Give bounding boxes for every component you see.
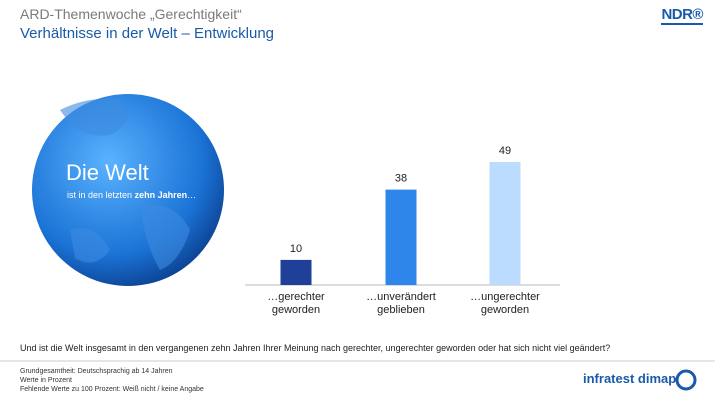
value-label: 10 [290, 243, 302, 255]
continents [60, 98, 190, 270]
value-label: 38 [395, 173, 407, 185]
globe-text-part: ist in den letzten [67, 190, 133, 200]
footer-icon [675, 369, 697, 391]
notes: Grundgesamtheit: Deutschsprachig ab 14 J… [20, 367, 204, 394]
bar [385, 189, 417, 285]
globe-title: Die Welt [66, 160, 149, 185]
value-label: 49 [499, 145, 511, 157]
bar [489, 162, 521, 285]
ndr-logo: NDR® [661, 6, 703, 25]
category-label: …ungerechter geworden [470, 291, 540, 316]
globe-text: ist in den letzten zehn Jahren… [67, 190, 196, 200]
category-label: …unverändert geblieben [366, 291, 436, 316]
globe-ellipsis: … [187, 190, 197, 200]
question: Und ist die Welt insgesamt in den vergan… [20, 343, 611, 353]
note: Fehlende Werte zu 100 Prozent: Weiß nich… [20, 386, 204, 393]
note: Werte in Prozent [20, 377, 73, 384]
globe-emphasis: zehn Jahren [134, 190, 188, 200]
bar [280, 259, 312, 285]
title: ARD-Themenwoche „Gerechtigkeit“ [20, 6, 242, 22]
note: Grundgesamtheit: Deutschsprachig ab 14 J… [20, 368, 173, 375]
subtitle: Verhältnisse in der Welt – Entwicklung [20, 25, 275, 42]
category-label: …gerechter geworden [267, 291, 325, 316]
footer-logo: infratest dimap [583, 371, 677, 386]
